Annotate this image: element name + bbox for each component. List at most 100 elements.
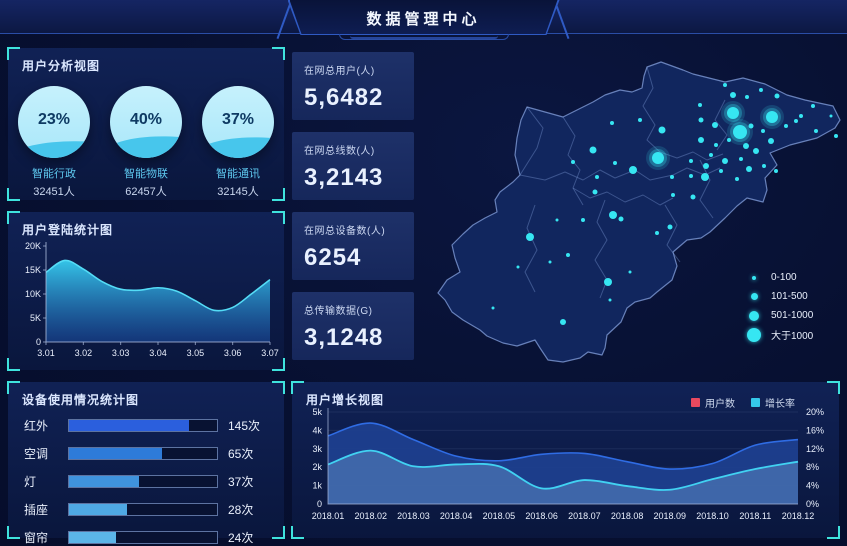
corner-bracket-icon (291, 526, 304, 539)
map-bubble (784, 124, 788, 128)
right-axis-tick-label: 0% (806, 499, 819, 509)
panel-user-analysis: 用户分析视图 23% 智能行政 32451人 40% 智能物联 62457人 (7, 47, 285, 201)
map-bubble (698, 103, 702, 107)
legend-label: 用户数 (705, 399, 735, 410)
corner-bracket-icon (272, 381, 285, 394)
panel-user-growth: 用户增长视图 用户数 增长率 0 0% 1k 4% 2k 8% 3k 12% 4k 16% 5k 20… (291, 381, 840, 539)
stat-card-total-lines: 在网总线数(人) 3,2143 (292, 132, 414, 200)
right-axis-tick-label: 12% (806, 444, 824, 454)
stat-value: 3,1248 (304, 324, 384, 351)
map-bubble (491, 306, 495, 310)
map-bubble (698, 137, 704, 143)
map-bubble (566, 253, 570, 257)
corner-bracket-icon (291, 381, 304, 394)
legend-label: 增长率 (765, 399, 795, 410)
map-bubble (571, 160, 575, 164)
map-bubble (735, 177, 739, 181)
gauge-name: 智能物联 (124, 168, 168, 180)
map-bubble (604, 278, 612, 286)
legend-swatch-icon (751, 398, 760, 407)
map-bubble (629, 166, 637, 174)
legend-item-users[interactable]: 用户数 (691, 395, 735, 410)
map-bubble (581, 218, 585, 222)
gauge-count: 32451人 (33, 186, 75, 198)
map-bubble (712, 122, 718, 128)
map-bubble (516, 265, 520, 269)
bar-track (68, 419, 218, 432)
map-bubble (719, 169, 723, 173)
page-title: 数据管理中心 (366, 11, 481, 28)
corner-bracket-icon (272, 47, 285, 60)
panel-login-stats: 用户登陆统计图 0 5K 10K 15K 20K 3.01 3.02 3.03 3.04 3.05… (7, 211, 285, 371)
map-legend-label: 大于1000 (771, 331, 814, 342)
login-area-chart: 0 5K 10K 15K 20K 3.01 3.02 3.03 3.04 3.05 3.06 3.07 (25, 241, 279, 358)
x-axis-tick-label: 2018.08 (611, 511, 644, 521)
left-axis-tick-label: 3k (312, 444, 322, 454)
device-label: 窗帘 (24, 531, 49, 545)
map-bubble (753, 148, 759, 154)
bar-track (68, 503, 218, 516)
x-axis-tick-label: 2018.11 (739, 511, 771, 521)
gauge-count: 62457人 (125, 186, 167, 198)
gauge-group: 23% 智能行政 32451人 40% 智能物联 62457人 37% 智能通讯 (8, 86, 284, 199)
panel-device-usage: 设备使用情况统计图 红外 145次 空调 65次 灯 37次 插座 28次 (7, 381, 285, 545)
x-axis-tick-label: 2018.04 (440, 511, 473, 521)
map-bubble (774, 169, 778, 173)
growth-area-chart: 0 0% 1k 4% 2k 8% 3k 12% 4k 16% 5k 20% 2018.01 2018.02… (312, 407, 824, 521)
legend-swatch-icon (691, 398, 700, 407)
map-bubble (555, 218, 559, 222)
bar-track (68, 475, 218, 488)
corner-bracket-icon (272, 358, 285, 371)
stat-label: 在网总设备数(人) (304, 226, 386, 237)
map-bubble (698, 117, 704, 123)
gauge-percent: 37% (221, 111, 255, 128)
right-axis-tick-label: 16% (806, 425, 824, 435)
map-bubble (722, 158, 728, 164)
map-legend-item: 大于1000 (745, 325, 813, 344)
map-bubble (671, 193, 675, 197)
gauge-comms: 37% 智能通讯 32145人 (200, 86, 276, 199)
map-legend-item: 501-1000 (745, 306, 813, 325)
stat-label: 在网总用户(人) (304, 66, 375, 77)
map-bubble (709, 153, 713, 157)
map-bubble (655, 231, 659, 235)
x-axis-tick-label: 2018.03 (397, 511, 430, 521)
gauge-wave (110, 132, 182, 158)
device-label: 灯 (24, 475, 37, 489)
map-bubble (739, 157, 743, 161)
left-axis-tick-label: 4k (312, 425, 322, 435)
liquid-gauge: 37% (202, 86, 274, 158)
corner-bracket-icon (827, 526, 840, 539)
y-axis-tick-label: 5K (30, 313, 41, 323)
corner-bracket-icon (7, 47, 20, 60)
map-bubble (745, 95, 749, 99)
x-axis-tick-label: 3.05 (187, 348, 205, 358)
x-axis-tick-label: 3.04 (149, 348, 167, 358)
panel-title-login-stats: 用户登陆统计图 (22, 223, 114, 237)
map-bubble (638, 118, 642, 122)
legend-item-growth-rate[interactable]: 增长率 (751, 395, 795, 410)
right-axis-tick-label: 20% (806, 407, 824, 417)
map-bubble (748, 123, 754, 129)
stat-card-total-devices: 在网总设备数(人) 6254 (292, 212, 414, 280)
x-axis-tick-label: 2018.12 (782, 511, 815, 521)
gauge-name: 智能通讯 (216, 168, 260, 180)
growth-chart-legend: 用户数 增长率 (691, 395, 795, 410)
map-bubble (667, 224, 673, 230)
gauge-wave (202, 133, 274, 158)
gauge-count: 32145人 (217, 186, 259, 198)
device-value: 145次 (228, 419, 261, 433)
bar-track (68, 531, 218, 544)
map-bubble (759, 88, 763, 92)
bubble-size-icon (750, 293, 758, 300)
bubble-size-icon (749, 310, 759, 321)
bubble-size-icon (747, 327, 761, 342)
gauge-admin: 23% 智能行政 32451人 (16, 86, 92, 199)
right-axis-tick-label: 8% (806, 462, 819, 472)
map-bubble (746, 166, 752, 172)
x-axis-tick-label: 3.01 (37, 348, 55, 358)
map-bubble (592, 189, 598, 195)
device-bar-row: 红外 145次 (24, 418, 270, 433)
corner-bracket-icon (7, 188, 20, 201)
device-label: 插座 (24, 503, 49, 517)
